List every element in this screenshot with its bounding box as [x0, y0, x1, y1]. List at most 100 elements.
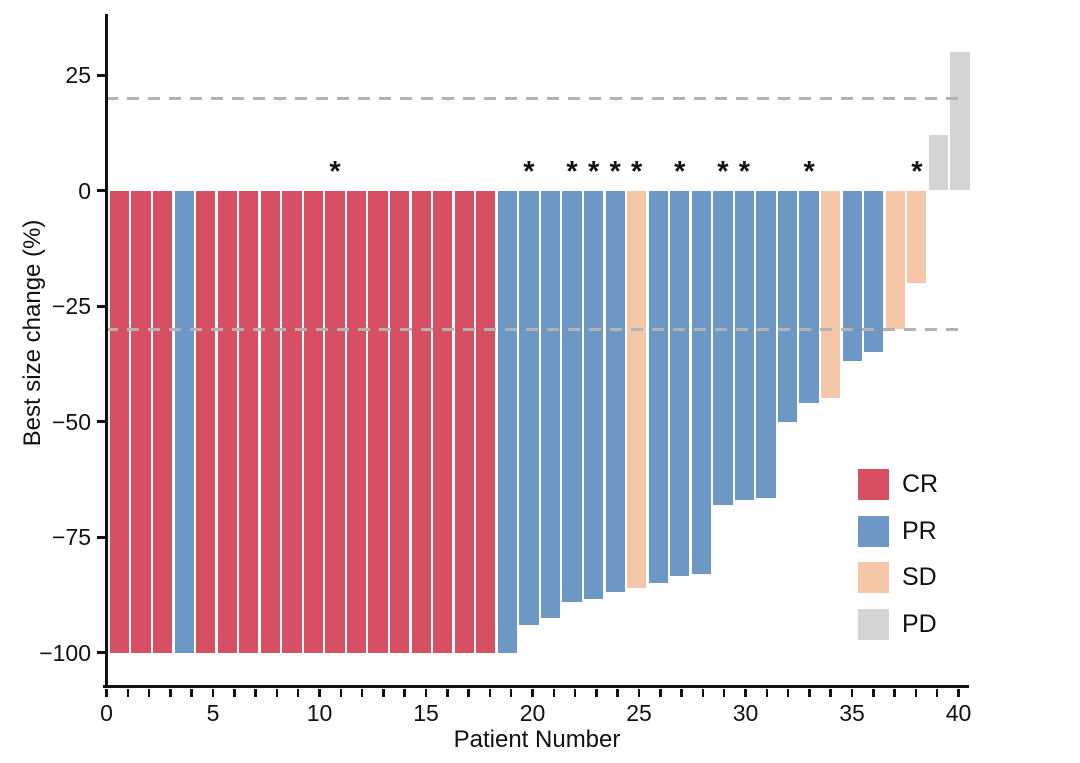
legend-label-cr: CR	[902, 470, 939, 498]
x-tick-26	[659, 688, 662, 697]
x-axis-line	[103, 685, 969, 688]
legend-swatch-pd	[858, 608, 889, 640]
dashed-reference-line-20	[106, 96, 966, 100]
x-tick-35	[850, 688, 854, 697]
y-tick-label--100: −100	[39, 639, 91, 666]
x-tick-37	[893, 688, 896, 697]
y-tick--50	[96, 420, 105, 423]
bar-patient-19-pr	[497, 190, 518, 653]
y-axis-line	[104, 14, 108, 687]
bar-patient-11-cr	[325, 190, 345, 653]
asterisk-annotation-patient-11: *	[329, 156, 341, 188]
x-tick-0	[105, 688, 108, 697]
bar-patient-13-cr	[368, 190, 388, 653]
y-tick-label-0: 0	[78, 177, 91, 204]
legend-swatch-sd	[858, 562, 889, 593]
y-tick--25	[96, 304, 105, 308]
x-tick-12	[360, 688, 364, 697]
bar-patient-5-cr	[196, 190, 216, 653]
bar-patient-28-pr	[691, 190, 711, 574]
x-tick-18	[488, 688, 492, 697]
bar-patient-12-cr	[346, 190, 367, 653]
x-tick-16	[446, 688, 449, 697]
x-tick-19	[509, 688, 513, 697]
x-tick-20	[531, 688, 534, 697]
x-tick-40	[957, 688, 960, 697]
x-tick-label-20: 20	[519, 700, 546, 726]
bar-patient-14-cr	[390, 190, 410, 653]
bar-patient-17-cr	[454, 190, 474, 653]
x-axis-title: Patient Number	[453, 726, 621, 753]
x-tick-7	[254, 688, 257, 697]
x-tick-34	[829, 688, 832, 697]
x-tick-1	[126, 688, 130, 697]
asterisk-annotation-patient-29: *	[717, 156, 729, 188]
x-tick-32	[786, 688, 790, 697]
x-tick-label-15: 15	[413, 700, 439, 726]
y-tick-label--50: −50	[51, 408, 91, 435]
x-tick-label-10: 10	[306, 700, 333, 726]
x-tick-17	[467, 688, 470, 697]
asterisk-annotation-patient-25: *	[631, 156, 643, 188]
bar-patient-6-cr	[217, 190, 237, 653]
legend-label-pd: PD	[902, 609, 937, 638]
x-tick-10	[318, 688, 321, 697]
x-tick-30	[744, 688, 747, 697]
bar-patient-33-pr	[799, 190, 819, 404]
x-tick-9	[296, 688, 300, 697]
x-tick-8	[275, 688, 279, 697]
bar-patient-25-sd	[627, 190, 647, 588]
bar-patient-16-cr	[433, 190, 453, 653]
bar-patient-27-pr	[670, 190, 690, 577]
x-tick-14	[403, 688, 406, 697]
bar-patient-20-pr	[519, 190, 539, 625]
bar-patient-22-pr	[562, 190, 582, 602]
bar-patient-8-cr	[260, 190, 280, 653]
asterisk-annotation-patient-22: *	[566, 156, 578, 188]
bar-patient-4-pr	[174, 190, 194, 653]
bar-patient-23-pr	[583, 190, 604, 600]
bar-patient-32-pr	[777, 190, 798, 422]
x-tick-38	[914, 688, 918, 697]
x-tick-22	[573, 688, 577, 697]
bar-patient-30-pr	[734, 190, 755, 501]
legend-swatch-pr	[858, 515, 889, 547]
x-tick-31	[765, 688, 769, 697]
bar-patient-35-pr	[842, 190, 862, 362]
asterisk-annotation-patient-38: *	[911, 156, 923, 188]
bar-patient-7-cr	[239, 190, 259, 653]
x-tick-label-35: 35	[839, 700, 865, 726]
asterisk-annotation-patient-33: *	[803, 156, 815, 188]
x-tick-label-40: 40	[945, 700, 972, 726]
x-tick-13	[382, 688, 385, 697]
x-tick-33	[808, 688, 811, 697]
x-tick-28	[701, 688, 705, 697]
asterisk-annotation-patient-23: *	[587, 156, 600, 188]
bar-patient-15-cr	[411, 190, 431, 653]
y-tick--75	[96, 535, 105, 539]
bar-patient-18-cr	[476, 190, 496, 653]
bar-patient-39-pd	[928, 135, 949, 191]
x-tick-3	[169, 688, 172, 697]
y-tick-25	[96, 73, 105, 77]
y-tick-label--75: −75	[51, 524, 91, 550]
bar-patient-2-cr	[131, 190, 151, 653]
x-tick-label-25: 25	[626, 700, 652, 726]
x-tick-25	[637, 688, 641, 697]
asterisk-annotation-patient-20: *	[523, 156, 535, 188]
x-tick-21	[552, 688, 556, 697]
x-tick-24	[616, 688, 619, 697]
bar-patient-24-pr	[605, 190, 625, 593]
legend-swatch-cr	[858, 469, 889, 500]
x-tick-6	[233, 688, 236, 697]
x-tick-label-30: 30	[732, 700, 759, 726]
bar-patient-36-pr	[864, 190, 884, 353]
bar-patient-37-sd	[885, 190, 905, 330]
y-tick-label-25: 25	[65, 62, 91, 88]
bar-patient-26-pr	[648, 190, 668, 584]
x-tick-5	[211, 688, 215, 697]
x-tick-23	[595, 688, 598, 697]
bar-patient-29-pr	[713, 190, 733, 505]
